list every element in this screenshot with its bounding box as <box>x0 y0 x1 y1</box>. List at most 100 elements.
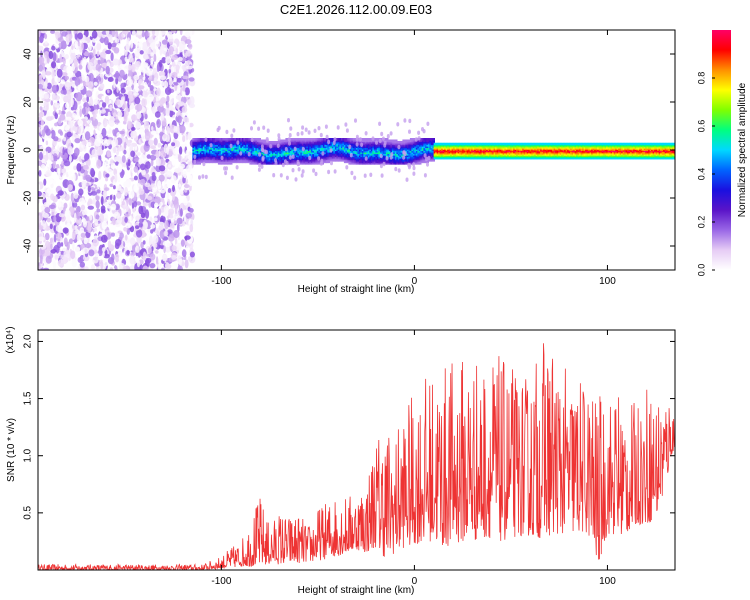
heatmap-cell <box>188 208 194 213</box>
heatmap-cell <box>136 30 143 36</box>
heatmap-cell <box>68 33 73 39</box>
heatmap-cell <box>155 157 161 167</box>
heatmap-cells <box>38 30 675 270</box>
heatmap-cell <box>83 175 87 181</box>
heatmap-cell <box>162 212 169 217</box>
heatmap-cell <box>74 138 81 144</box>
heatmap-cell <box>77 265 81 270</box>
heatmap-cell <box>161 254 168 262</box>
heatmap-cell <box>136 103 143 112</box>
heatmap-cell <box>93 227 97 232</box>
heatmap-cell <box>170 98 174 104</box>
heatmap-cell <box>172 209 179 219</box>
heatmap-cell <box>83 51 90 57</box>
heatmap-cell <box>164 192 170 200</box>
heatmap-cell <box>78 56 81 64</box>
heatmap-cell <box>131 63 136 73</box>
heatmap-cell <box>173 77 177 83</box>
heatmap-cell <box>163 245 166 254</box>
heatmap-cell <box>102 251 105 258</box>
heatmap-cell <box>124 186 128 197</box>
heatmap-cell <box>88 249 95 257</box>
heatmap-cell <box>183 224 189 232</box>
heatmap-cell <box>83 102 89 109</box>
heatmap-cell <box>113 185 116 190</box>
heatmap-cell <box>159 46 163 56</box>
heatmap-cell <box>42 70 46 80</box>
heatmap-cell <box>127 120 131 130</box>
heatmap-cell <box>38 30 41 38</box>
heatmap-cell <box>145 58 150 63</box>
heatmap-cell <box>121 155 126 164</box>
heatmap-cell <box>116 185 122 191</box>
heatmap-cell <box>181 106 188 113</box>
heatmap-cell <box>93 59 97 68</box>
heatmap-cell <box>187 131 192 141</box>
heatmap-cell <box>183 49 187 54</box>
heatmap-cell <box>90 167 95 175</box>
heatmap-cell <box>87 185 91 193</box>
heatmap-cell <box>44 71 52 76</box>
heatmap-cell <box>46 116 53 121</box>
heatmap-cell <box>53 155 58 162</box>
heatmap-cell <box>50 100 54 106</box>
heatmap-cell <box>184 155 188 160</box>
heatmap-cell <box>125 206 130 210</box>
heatmap-cell <box>123 149 127 155</box>
heatmap-cell <box>76 111 80 117</box>
heatmap-cell <box>179 125 186 134</box>
heatmap-cell <box>186 99 192 105</box>
heatmap-cell <box>66 138 72 148</box>
heatmap-cell <box>52 52 57 62</box>
heatmap-cell <box>107 111 111 117</box>
heatmap-cell <box>52 179 57 185</box>
heatmap-cell <box>153 53 157 63</box>
heatmap-cell <box>39 106 43 111</box>
heatmap-cell <box>57 37 64 42</box>
heatmap-cell <box>120 96 125 106</box>
heatmap-cell <box>71 126 78 131</box>
heatmap-cell <box>117 122 122 131</box>
heatmap-cell <box>150 224 156 229</box>
heatmap-cell <box>156 63 160 73</box>
heatmap-cell <box>174 205 178 215</box>
heatmap-cell <box>88 97 94 108</box>
heatmap-cell <box>82 134 85 141</box>
heatmap-cell <box>59 131 64 136</box>
heatmap-cell <box>161 57 167 64</box>
heatmap-cell <box>168 208 175 215</box>
heatmap-cell <box>60 79 65 85</box>
heatmap-cell <box>175 64 180 71</box>
heatmap-cell <box>73 58 78 68</box>
heatmap-cell <box>72 241 75 251</box>
heatmap-cell <box>72 201 78 208</box>
heatmap-cell <box>100 196 104 206</box>
heatmap-cell <box>38 56 45 64</box>
heatmap-cell <box>127 63 132 71</box>
heatmap-cell <box>189 122 194 128</box>
heatmap-cell <box>131 114 137 122</box>
heatmap-cell <box>77 32 83 40</box>
heatmap-cell <box>146 48 152 55</box>
heatmap-cell <box>115 265 118 270</box>
heatmap-cell <box>79 261 86 268</box>
heatmap-cell <box>126 86 132 91</box>
heatmap-cell <box>127 37 130 43</box>
heatmap-cell <box>115 70 120 80</box>
heatmap-cell <box>159 75 167 80</box>
heatmap-cell <box>107 42 112 50</box>
heatmap-cell <box>70 98 74 106</box>
heatmap-cell <box>185 244 190 253</box>
heatmap-cell <box>184 31 191 38</box>
heatmap-cell <box>71 258 77 268</box>
heatmap-cell <box>44 232 50 241</box>
heatmap-cell <box>61 161 65 166</box>
heatmap-cell <box>156 118 161 128</box>
heatmap-cell <box>133 92 139 96</box>
heatmap-cell <box>174 168 181 174</box>
heatmap-cell <box>168 234 175 242</box>
heatmap-cell <box>121 209 127 214</box>
heatmap-cell <box>41 164 46 169</box>
heatmap-cell <box>57 117 62 126</box>
heatmap-cell <box>51 70 56 79</box>
